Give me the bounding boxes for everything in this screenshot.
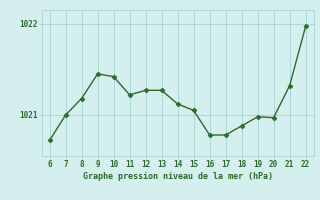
X-axis label: Graphe pression niveau de la mer (hPa): Graphe pression niveau de la mer (hPa) [83, 172, 273, 181]
